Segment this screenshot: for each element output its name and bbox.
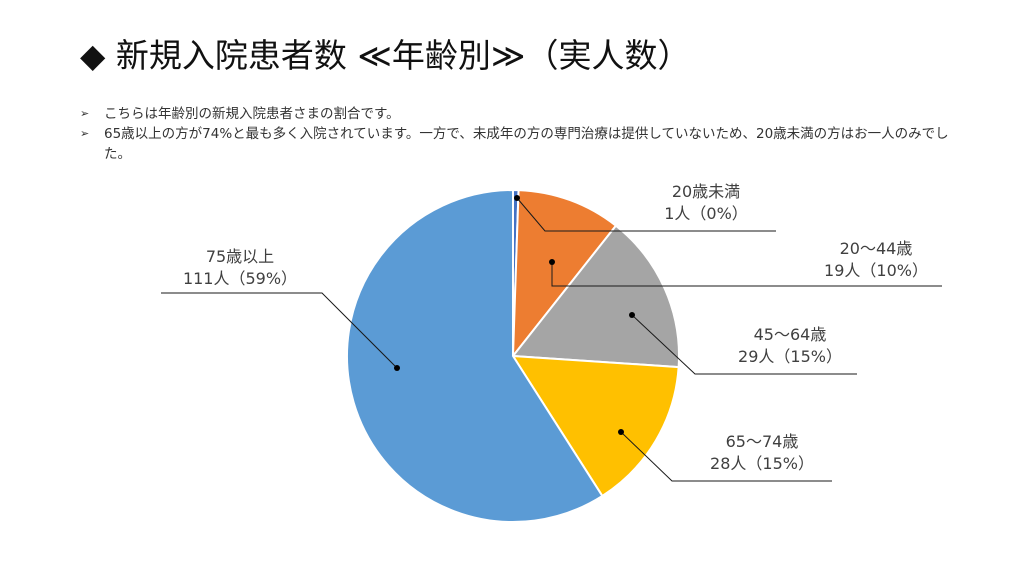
slice-value-label: 1人（0%） — [664, 204, 748, 223]
slice-value-label: 28人（15%） — [710, 454, 814, 473]
bullet-list: ➢ こちらは年齢別の新規入院患者さまの割合です。 ➢ 65歳以上の方が74%と最… — [80, 104, 950, 164]
slice-value-label: 29人（15%） — [738, 347, 842, 366]
pie-slice — [511, 354, 680, 498]
leader-line — [551, 262, 942, 287]
leader-dot — [394, 365, 400, 371]
leader-lines — [161, 195, 942, 482]
bullet-item: ➢ こちらは年齢別の新規入院患者さまの割合です。 — [80, 104, 950, 124]
leader-line — [631, 314, 857, 375]
pie-slices — [346, 188, 681, 523]
slice-category-label: 20〜44歳 — [840, 239, 913, 258]
pie-slice — [511, 224, 681, 369]
pie-slice — [346, 188, 604, 523]
slice-value-label: 111人（59%） — [183, 269, 297, 288]
pie-slice — [511, 189, 618, 360]
arrow-bullet-icon: ➢ — [80, 107, 90, 120]
arrow-bullet-icon: ➢ — [80, 127, 90, 140]
leader-dot — [514, 195, 520, 201]
slice-category-label: 65〜74歳 — [726, 432, 799, 451]
bullet-text: こちらは年齢別の新規入院患者さまの割合です。 — [104, 106, 400, 122]
leader-dot — [618, 429, 624, 435]
slice-category-label: 75歳以上 — [206, 247, 274, 266]
slice-category-label: 45〜64歳 — [754, 325, 827, 344]
slice-value-label: 19人（10%） — [824, 261, 928, 280]
data-labels: 20歳未満 1人（0%） 20〜44歳 19人（10%） 45〜64歳 29人（15%） 6… — [183, 182, 928, 473]
leader-line — [516, 197, 776, 232]
slice-category-label: 20歳未満 — [672, 182, 740, 201]
leader-dot — [629, 312, 635, 318]
bullet-item: ➢ 65歳以上の方が74%と最も多く入院されています。一方で、未成年の方の専門治… — [80, 124, 950, 164]
leader-dot — [549, 259, 555, 265]
leader-line — [161, 292, 398, 369]
page-title: ◆ 新規入院患者数 ≪年齢別≫（実人数） — [80, 36, 691, 75]
bullet-text: 65歳以上の方が74%と最も多く入院されています。一方で、未成年の方の専門治療は… — [104, 126, 949, 162]
leader-line — [620, 431, 832, 482]
